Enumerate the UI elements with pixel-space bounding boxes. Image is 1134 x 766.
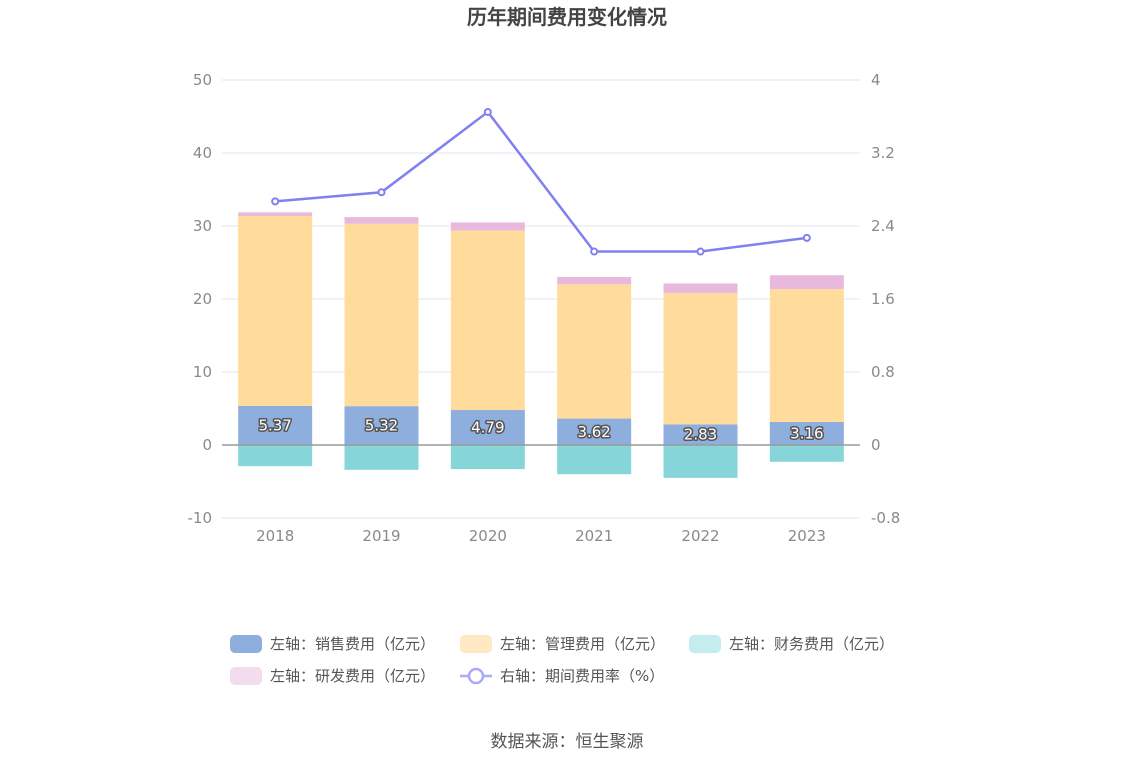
bar-segment xyxy=(663,445,738,478)
left-tick-label: 30 xyxy=(193,217,212,235)
rate-point xyxy=(696,247,705,256)
bar-segment xyxy=(557,445,632,475)
x-tick-label: 2019 xyxy=(362,527,400,545)
right-tick-label: 0.8 xyxy=(871,363,895,381)
bar-segment xyxy=(450,445,525,470)
bar-value-label: 5.37 xyxy=(258,416,291,434)
legend-label: 右轴：期间费用率（%） xyxy=(500,667,664,685)
rate-line xyxy=(271,107,811,256)
left-tick-label: 40 xyxy=(193,144,212,162)
legend-swatch xyxy=(689,635,721,653)
legend-swatch xyxy=(230,635,262,653)
bar-segment xyxy=(769,445,844,462)
bar-segment xyxy=(344,217,419,224)
bar-value-label: 2.83 xyxy=(684,426,717,444)
right-tick-label: 0 xyxy=(871,436,881,454)
source-note: 数据来源：恒生聚源 xyxy=(491,732,644,752)
legend-item[interactable]: 左轴：财务费用（亿元） xyxy=(689,635,894,653)
legend-label: 左轴：财务费用（亿元） xyxy=(729,635,894,653)
bar-segment xyxy=(663,424,738,445)
bar-segment xyxy=(557,284,632,419)
right-tick-label: -0.8 xyxy=(871,509,900,527)
bar-segment xyxy=(238,405,313,445)
legend-item[interactable]: 左轴：研发费用（亿元） xyxy=(230,667,435,685)
rate-point xyxy=(802,233,811,242)
bar-segment xyxy=(238,215,313,406)
right-tick-label: 2.4 xyxy=(871,217,895,235)
grid xyxy=(222,79,860,519)
x-tick-label: 2021 xyxy=(575,527,613,545)
bar-value-label: 4.79 xyxy=(471,419,504,437)
bar-segment xyxy=(663,292,738,425)
bar-labels: 5.37 5.32 4.79 3.62 2.83 3.16 xyxy=(257,415,825,445)
right-tick-label: 3.2 xyxy=(871,144,895,162)
x-tick-label: 2023 xyxy=(788,527,826,545)
left-tick-label: 10 xyxy=(193,363,212,381)
chart-title: 历年期间费用变化情况 xyxy=(467,5,667,29)
right-tick-label: 1.6 xyxy=(871,290,895,308)
legend-item[interactable]: 左轴：销售费用（亿元） xyxy=(230,635,435,653)
x-tick-label: 2020 xyxy=(469,527,507,545)
bar-segment xyxy=(344,445,419,470)
x-tick-label: 2022 xyxy=(681,527,719,545)
bar-segment xyxy=(557,418,632,445)
legend-label: 左轴：研发费用（亿元） xyxy=(270,667,435,685)
bar-value-label: 3.16 xyxy=(790,424,823,442)
legend-item[interactable]: 左轴：管理费用（亿元） xyxy=(460,635,665,653)
bar-segment xyxy=(450,222,525,231)
bar-segment xyxy=(769,421,844,445)
bar-segment xyxy=(663,283,738,293)
bar-segment xyxy=(238,445,313,467)
x-tick-label: 2018 xyxy=(256,527,294,545)
bar-segment xyxy=(769,289,844,422)
legend-item[interactable]: 右轴：期间费用率（%） xyxy=(460,667,664,685)
rate-line-path xyxy=(275,110,807,253)
legend-swatch xyxy=(230,667,262,685)
left-tick-label: 20 xyxy=(193,290,212,308)
left-tick-label: 0 xyxy=(202,436,212,454)
legend-label: 左轴：销售费用（亿元） xyxy=(270,635,435,653)
bar-segment xyxy=(769,275,844,290)
rate-point xyxy=(377,188,386,197)
bar-segment xyxy=(344,406,419,445)
right-tick-label: 4 xyxy=(871,71,881,89)
bar-segment xyxy=(450,410,525,445)
bar-segment xyxy=(344,223,419,407)
legend[interactable]: 左轴：销售费用（亿元） 左轴：管理费用（亿元） 左轴：财务费用（亿元） 左轴：研发费用… xyxy=(230,635,894,685)
legend-label: 左轴：管理费用（亿元） xyxy=(500,635,665,653)
bar-segment xyxy=(238,212,313,216)
bar-value-label: 5.32 xyxy=(365,417,398,435)
bar-segment xyxy=(450,230,525,411)
left-tick-label: -10 xyxy=(188,509,213,527)
left-tick-label: 50 xyxy=(193,71,212,89)
rate-point xyxy=(271,197,280,206)
bar-segment xyxy=(557,276,632,285)
rate-point xyxy=(590,247,599,256)
bar-value-label: 3.62 xyxy=(577,423,610,441)
legend-swatch xyxy=(460,635,492,653)
legend-marker xyxy=(467,667,485,685)
bars xyxy=(238,212,844,478)
rate-point xyxy=(483,107,492,116)
axes: 50 40 30 20 10 0 -10 4 3.2 2.4 1.6 0.8 0 -0.8 2018 2019… xyxy=(188,71,901,545)
